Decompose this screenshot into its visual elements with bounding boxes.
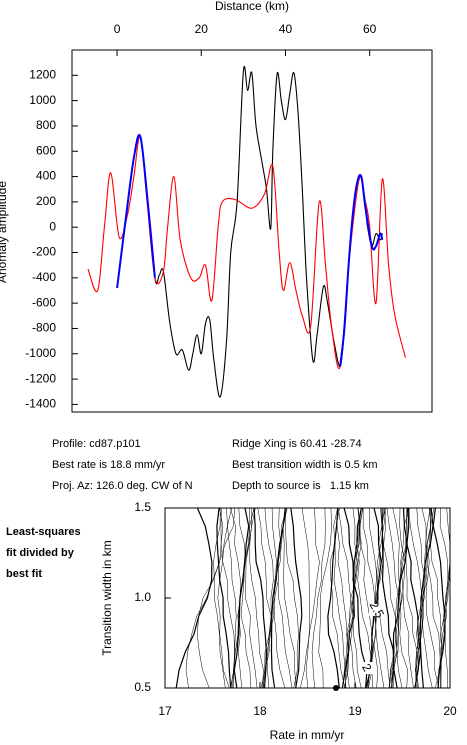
- side-label: best fit: [6, 568, 42, 580]
- y-tick-label: 800: [36, 118, 56, 132]
- contour-line: [405, 507, 419, 689]
- best-point: [333, 685, 339, 691]
- contour-line: [333, 507, 347, 689]
- x-tick-label: 60: [363, 22, 377, 36]
- y-tick-label: 1.5: [134, 500, 151, 514]
- y-tick-label: 1000: [29, 93, 56, 107]
- contour-line: [414, 507, 426, 689]
- y-tick-label: -600: [32, 295, 56, 309]
- contour-line: [274, 507, 288, 689]
- x-tick-label: 40: [279, 22, 293, 36]
- y-tick-label: 1.0: [134, 590, 151, 604]
- contour-line: [329, 507, 346, 689]
- y-tick-label: -1400: [25, 397, 56, 411]
- x-axis-label: Rate in mm/yr: [270, 728, 345, 742]
- contour-line: [253, 507, 268, 689]
- contour-line: [245, 507, 258, 689]
- x-tick-label: 0: [114, 22, 121, 36]
- y-tick-label: -1200: [25, 371, 56, 385]
- contour-line: [311, 507, 326, 689]
- x-tick-label: 18: [253, 704, 267, 718]
- contour-line: [216, 507, 232, 689]
- chart-title: Distance (km): [215, 0, 289, 13]
- contour-line: [415, 507, 432, 689]
- contour-line: [233, 507, 250, 689]
- contour-label-bg: [359, 662, 375, 674]
- x-tick-label: 19: [348, 704, 362, 718]
- contour-line: [300, 507, 310, 689]
- contour-line: [327, 507, 340, 689]
- y-tick-label: 400: [36, 169, 56, 183]
- contour-line: [318, 507, 332, 689]
- y-axis-label: Transition width in km: [100, 540, 114, 656]
- side-label: fit divided by: [6, 547, 75, 559]
- contour-line: [419, 507, 434, 689]
- x-tick-label: 20: [443, 704, 457, 718]
- contour-line: [249, 507, 264, 689]
- contour-label-bg: [369, 604, 385, 616]
- contour-line: [365, 507, 379, 689]
- contour-line: [356, 507, 371, 689]
- data-line: [116, 133, 384, 367]
- contour-line: [349, 507, 364, 689]
- contour-line: [341, 507, 355, 689]
- y-tick-label: 600: [36, 143, 56, 157]
- y-tick-label: -800: [32, 321, 56, 335]
- contour-line: [435, 507, 449, 689]
- contour-line: [238, 507, 251, 689]
- y-tick-label: 1200: [29, 67, 56, 81]
- contour-line: [217, 507, 232, 689]
- contour-line: [305, 507, 320, 689]
- contour-line: [342, 507, 358, 689]
- x-tick-label: 20: [195, 22, 209, 36]
- info-text: Best transition width is 0.5 km: [232, 459, 378, 471]
- contour-line: [196, 507, 235, 689]
- info-text: Depth to source is 1.15 km: [232, 480, 369, 492]
- info-text: Ridge Xing is 60.41 -28.74: [232, 438, 362, 450]
- y-tick-label: 0.5: [134, 680, 151, 694]
- contour-line: [388, 507, 403, 689]
- info-text: Proj. Az: 126.0 deg. CW of N: [52, 480, 193, 492]
- contour-line: [399, 507, 408, 689]
- side-label: Least-squares: [6, 526, 81, 538]
- contour-line: [277, 507, 293, 689]
- contour-line: [282, 507, 297, 689]
- contour-line: [424, 507, 440, 689]
- contour-line: [371, 507, 386, 689]
- contour-line: [437, 507, 451, 689]
- y-tick-label: -400: [32, 270, 56, 284]
- contour-line: [266, 507, 282, 689]
- contour-line: [406, 507, 422, 689]
- contour-line: [421, 507, 435, 689]
- plot-frame: [71, 49, 433, 413]
- contour-line: [175, 507, 213, 689]
- contour-line: [376, 507, 391, 689]
- contour-line: [185, 507, 224, 689]
- y-tick-label: -200: [32, 245, 56, 259]
- info-text: Profile: cd87.p101: [52, 438, 141, 450]
- contour-line: [400, 507, 414, 689]
- y-tick-label: 200: [36, 194, 56, 208]
- y-tick-label: -1000: [25, 346, 56, 360]
- contour-line: [285, 507, 299, 689]
- contour-line: [370, 507, 384, 689]
- contour-line: [352, 507, 368, 689]
- contour-line: [290, 507, 303, 689]
- y-axis-label: Anomaly amplitude: [0, 181, 9, 283]
- x-tick-label: 17: [158, 704, 172, 718]
- y-tick-label: 0: [49, 219, 56, 233]
- contour-line: [240, 507, 255, 689]
- contour-line: [352, 507, 363, 689]
- contour-line: [260, 507, 274, 689]
- info-text: Best rate is 18.8 mm/yr: [52, 459, 165, 471]
